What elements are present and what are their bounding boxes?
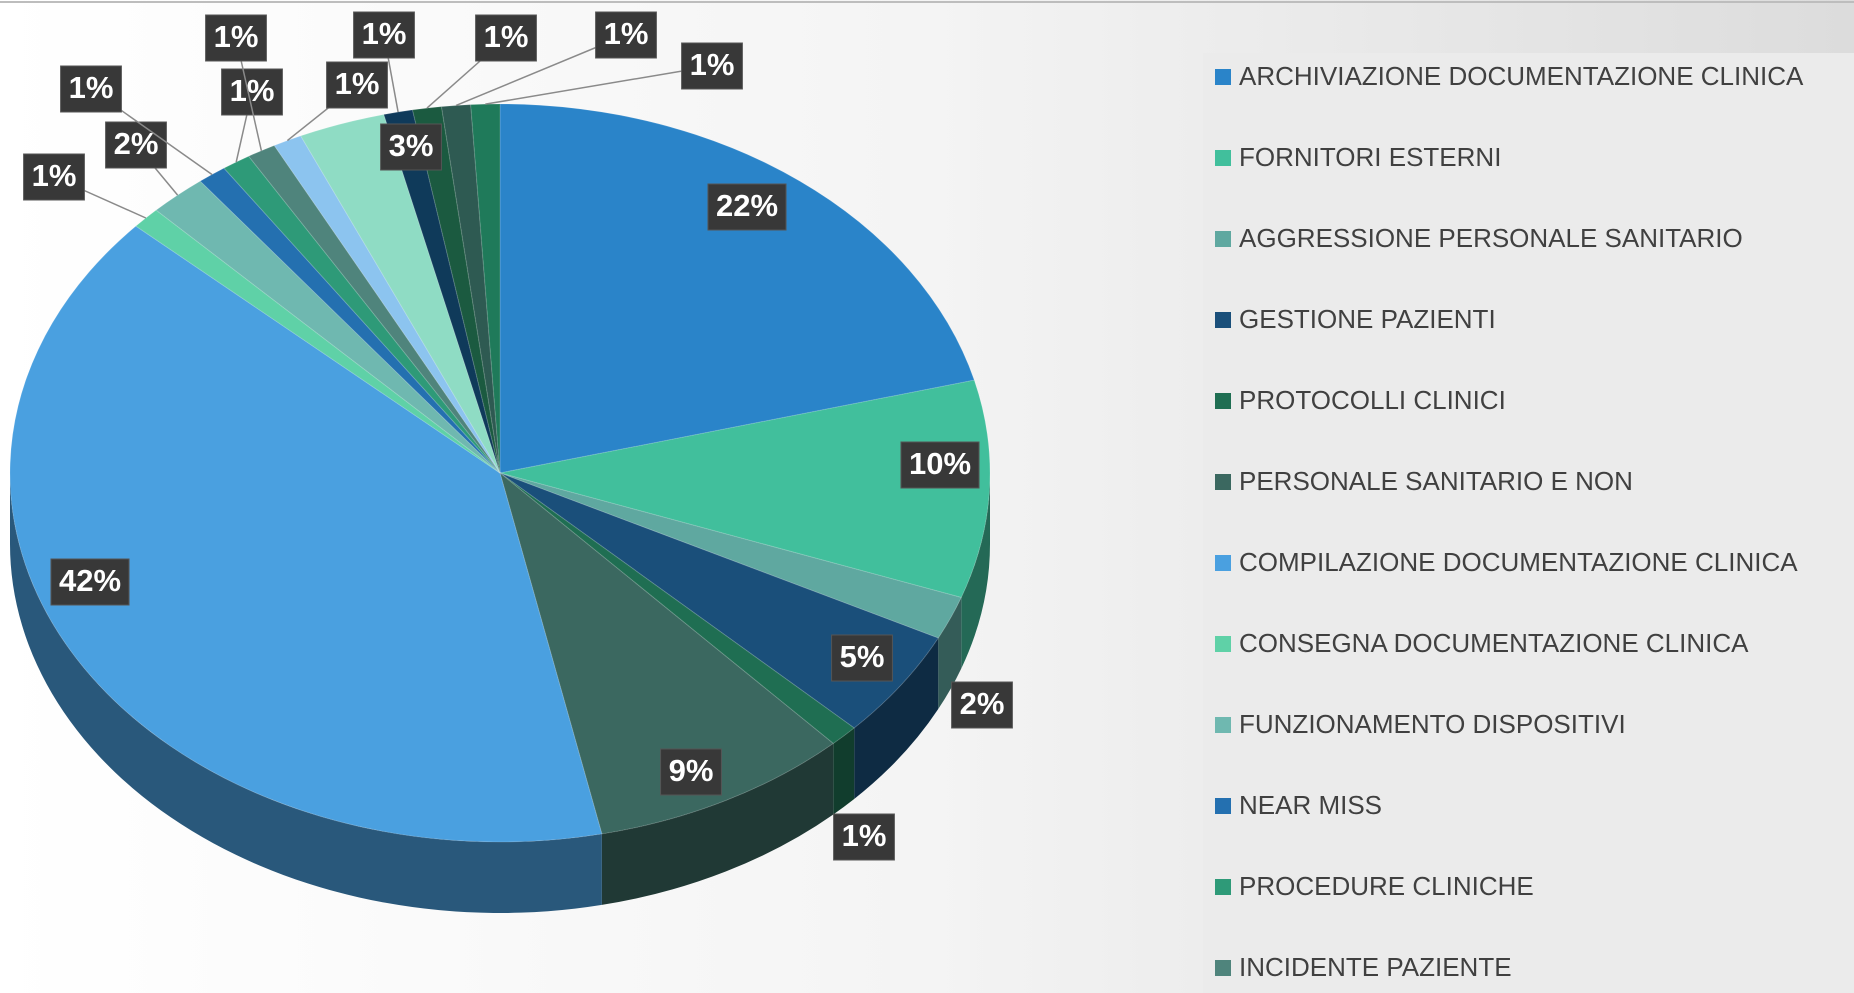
legend-marker <box>1215 798 1231 814</box>
legend: ARCHIVIAZIONE DOCUMENTAZIONE CLINICA FORN… <box>1215 61 1804 982</box>
legend-marker <box>1215 879 1231 895</box>
label-box <box>105 121 167 169</box>
pie-slice <box>273 135 501 474</box>
legend-label: PERSONALE SANITARIO E NON <box>1239 466 1633 496</box>
label-box <box>660 748 722 796</box>
legend-marker <box>1215 312 1231 328</box>
pie-slice <box>499 472 962 639</box>
label-box <box>475 14 537 62</box>
legend-marker <box>1215 69 1231 85</box>
pie-slice <box>499 472 855 745</box>
legend-label: COMPILAZIONE DOCUMENTAZIONE CLINICA <box>1239 547 1798 577</box>
data-label: 22% <box>716 188 778 223</box>
legend-marker <box>1215 555 1231 571</box>
data-label: 1% <box>484 19 529 54</box>
legend-marker <box>1215 231 1231 247</box>
legend-marker <box>1215 474 1231 490</box>
legend-label: PROTOCOLLI CLINICI <box>1239 385 1506 415</box>
pie-side <box>938 597 962 710</box>
data-label: 1% <box>362 16 407 51</box>
pie-slice <box>499 471 835 835</box>
data-label: 5% <box>840 639 885 674</box>
data-label: 3% <box>389 128 434 163</box>
pie-side <box>10 473 602 913</box>
legend-label: ARCHIVIAZIONE DOCUMENTAZIONE CLINICA <box>1239 61 1804 91</box>
label-box <box>23 153 85 201</box>
legend-marker <box>1215 636 1231 652</box>
data-label: 10% <box>909 446 971 481</box>
legend-label: GESTIONE PAZIENTI <box>1239 304 1496 334</box>
label-box <box>595 11 657 59</box>
pie-sides <box>10 473 990 913</box>
label-box <box>353 11 415 59</box>
legend-label: PROCEDURE CLINICHE <box>1239 871 1534 901</box>
legend-panel <box>1203 53 1854 993</box>
legend-label: NEAR MISS <box>1239 790 1382 820</box>
legend-marker <box>1215 150 1231 166</box>
legend-label: FUNZIONAMENTO DISPOSITIVI <box>1239 709 1626 739</box>
label-box <box>50 558 130 606</box>
data-label: 1% <box>69 70 114 105</box>
pie-slice <box>499 379 991 599</box>
legend-label: FORNITORI ESTERNI <box>1239 142 1501 172</box>
pie-side <box>961 473 990 669</box>
pie-slice <box>499 472 940 729</box>
data-label: 1% <box>690 47 735 82</box>
pie-slice <box>499 103 975 474</box>
legend-label: CONSEGNA DOCUMENTAZIONE CLINICA <box>1239 628 1749 658</box>
legend-marker <box>1215 393 1231 409</box>
pie-slice <box>9 225 603 843</box>
data-label: 1% <box>214 19 259 54</box>
legend-label: INCIDENTE PAZIENTE <box>1239 952 1512 982</box>
data-label: 1% <box>604 16 649 51</box>
data-label: 1% <box>335 66 380 101</box>
label-box <box>60 65 122 113</box>
label-box <box>681 42 743 90</box>
pie-side <box>601 743 834 905</box>
label-box <box>326 61 388 109</box>
data-label: 9% <box>669 753 714 788</box>
label-box <box>833 813 895 861</box>
pie-side <box>833 728 855 815</box>
data-label: 1% <box>32 158 77 193</box>
pie-tops <box>9 103 991 843</box>
label-box <box>951 681 1013 729</box>
label-box <box>205 14 267 62</box>
legend-marker <box>1215 717 1231 733</box>
pie-side <box>854 638 939 800</box>
pie-slice <box>299 113 501 474</box>
legend-label: AGGRESSIONE PERSONALE SANITARIO <box>1239 223 1743 253</box>
data-labels: 22%10%2%5%1%9%42%1%2%1% 1%1%1%3%1% 1% 1%1% <box>23 11 1013 861</box>
label-box <box>900 441 980 489</box>
label-box <box>831 634 893 682</box>
data-label: 42% <box>59 563 121 598</box>
data-label: 2% <box>960 686 1005 721</box>
legend-marker <box>1215 960 1231 976</box>
data-label: 1% <box>842 818 887 853</box>
label-box <box>380 123 442 171</box>
data-label: 1% <box>230 73 275 108</box>
leader-line <box>485 65 713 105</box>
label-box <box>707 183 787 231</box>
